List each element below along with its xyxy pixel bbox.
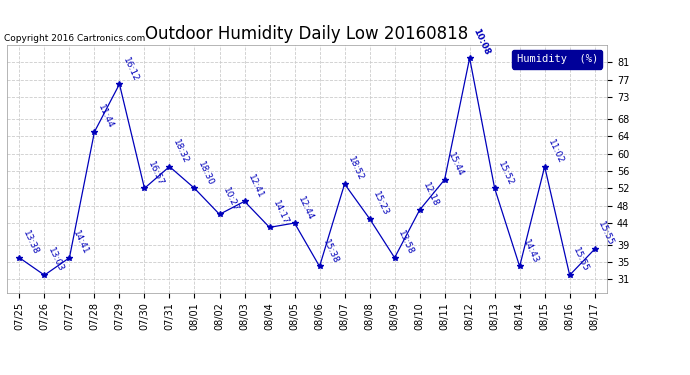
Text: Copyright 2016 Cartronics.com: Copyright 2016 Cartronics.com (4, 33, 145, 42)
Text: 10:08: 10:08 (471, 27, 491, 57)
Text: 15:23: 15:23 (371, 190, 390, 217)
Text: 12:44: 12:44 (296, 195, 315, 222)
Text: 15:38: 15:38 (321, 238, 340, 265)
Text: 12:18: 12:18 (421, 182, 440, 209)
Text: 10:27: 10:27 (221, 186, 240, 213)
Text: 16:57: 16:57 (146, 160, 165, 187)
Text: 13:38: 13:38 (21, 229, 40, 256)
Title: Outdoor Humidity Daily Low 20160818: Outdoor Humidity Daily Low 20160818 (146, 26, 469, 44)
Text: 18:52: 18:52 (346, 155, 365, 183)
Text: 15:44: 15:44 (446, 151, 465, 178)
Text: 18:32: 18:32 (171, 138, 190, 165)
Legend: Humidity  (%): Humidity (%) (513, 50, 602, 69)
Text: 12:41: 12:41 (246, 173, 265, 200)
Text: 14:43: 14:43 (521, 238, 540, 265)
Text: 11:44: 11:44 (96, 104, 115, 130)
Text: 15:55: 15:55 (571, 246, 590, 274)
Text: 14:41: 14:41 (71, 230, 90, 256)
Text: 16:12: 16:12 (121, 56, 140, 83)
Text: 15:52: 15:52 (496, 160, 515, 187)
Text: 13:58: 13:58 (396, 229, 415, 256)
Text: 13:03: 13:03 (46, 246, 65, 274)
Text: 15:55: 15:55 (596, 220, 615, 248)
Text: 11:02: 11:02 (546, 138, 565, 165)
Text: 14:17: 14:17 (271, 199, 290, 226)
Text: 18:30: 18:30 (196, 160, 215, 187)
